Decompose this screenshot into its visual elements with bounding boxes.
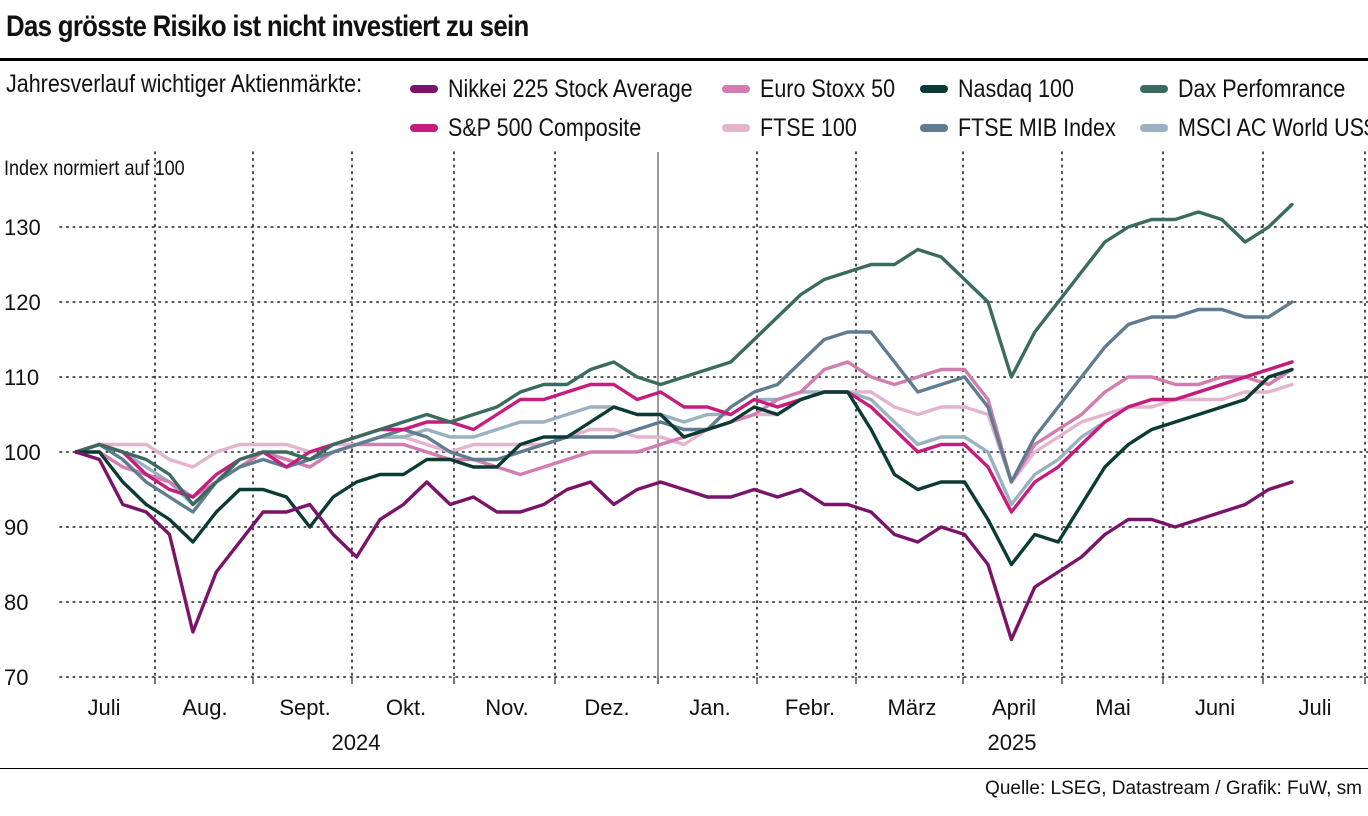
series-msci [74,360,1294,507]
x-tick-label: Sept. [279,695,330,720]
series-line-nasdaq [74,367,1294,567]
x-tick-label: März [888,695,937,720]
legend-label: Nasdaq 100 [958,74,1074,103]
legend-item-sp500: S&P 500 Composite [410,113,673,143]
legend-item-nikkei: Nikkei 225 Stock Average [410,74,732,104]
x-year-label: 2024 [332,730,381,755]
legend-label: MSCI AC World US$ [1178,113,1368,142]
x-tick-label: Febr. [785,695,835,720]
series-sp500 [74,360,1294,514]
legend-item-ftsemib: FTSE MIB Index [920,113,1141,143]
series-line-nikkei [74,450,1294,642]
series-dax [74,202,1294,507]
series-line-msci [74,360,1294,507]
legend-swatch [722,85,750,93]
legend-label: Euro Stoxx 50 [760,74,896,103]
x-year-label: 2025 [988,730,1037,755]
source-note: Quelle: LSEG, Datastream / Grafik: FuW, … [985,778,1362,799]
series-line-sp500 [74,360,1294,514]
series-nikkei [74,450,1294,642]
legend-label: Dax Perfomrance [1178,74,1346,103]
legend-label: FTSE MIB Index [958,113,1116,142]
x-tick-label: Aug. [182,695,227,720]
legend-swatch [1140,124,1168,132]
legend-swatch [920,85,948,93]
x-tick-label: April [992,695,1036,720]
x-tick-label: Juni [1195,695,1235,720]
legend-label: S&P 500 Composite [448,113,642,142]
x-tick-label: Juli [1298,695,1331,720]
series-nasdaq [74,367,1294,567]
y-axis-label: Index normiert auf 100 [4,157,185,180]
y-tick-label: 110 [4,365,39,390]
x-tick-label: Jan. [689,695,731,720]
legend-swatch [410,85,438,93]
y-tick-label: 100 [4,440,41,465]
x-tick-label: Dez. [584,695,629,720]
legend-swatch [722,124,750,132]
legend-swatch [410,124,438,132]
legend-label: Nikkei 225 Stock Average [448,74,693,103]
series-line-ftse100 [74,382,1294,484]
y-tick-label: 120 [4,290,41,315]
y-tick-label: 80 [4,590,28,615]
legend-label: FTSE 100 [760,113,857,142]
series-ftse100 [74,382,1294,484]
legend-item-eurostoxx: Euro Stoxx 50 [722,74,917,104]
y-tick-label: 90 [4,515,28,540]
title-rule [0,58,1368,61]
y-tick-label: 70 [4,665,28,690]
legend-swatch [920,124,948,132]
x-tick-label: Okt. [386,695,426,720]
x-tick-label: Nov. [485,695,529,720]
legend-swatch [1140,85,1168,93]
series-ftsemib [74,300,1294,514]
chart-title: Das grösste Risiko ist nicht investiert … [6,10,529,43]
footer-rule [0,768,1368,769]
legend-item-nasdaq: Nasdaq 100 [920,74,1093,104]
legend-title: Jahresverlauf wichtiger Aktienmärkte: [6,70,363,98]
x-tick-label: Mai [1095,695,1130,720]
y-tick-label: 130 [4,215,41,240]
legend-item-dax: Dax Perfomrance [1140,74,1368,104]
series-line-dax [74,202,1294,507]
legend-item-msci: MSCI AC World US$ [1140,113,1368,143]
line-chart: 70 80 90 100 110 120 130 Juli Aug. Sept. Okt. Nov. D… [4,151,1368,755]
legend-item-ftse100: FTSE 100 [722,113,873,143]
x-tick-label: Juli [87,695,120,720]
series-line-ftsemib [74,300,1294,514]
